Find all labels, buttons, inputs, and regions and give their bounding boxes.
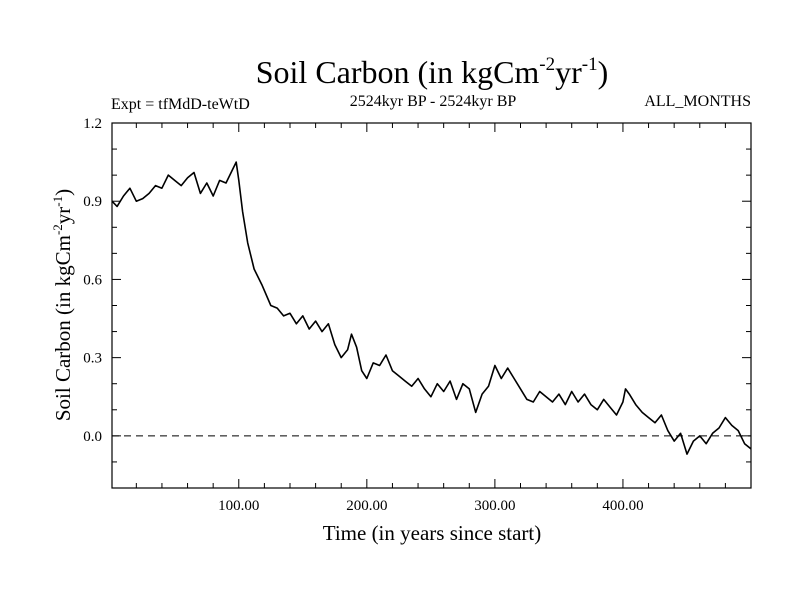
chart-title-end: ) (598, 54, 609, 90)
experiment-label: Expt = tfMdD-teWtD (111, 96, 250, 113)
chart-title-main: Soil Carbon (in kgCm (256, 54, 540, 90)
period-label: 2524kyr BP - 2524kyr BP (350, 93, 517, 110)
y-tick-label: 1.2 (83, 116, 102, 132)
y-axis-title-sup1: -2 (50, 224, 65, 235)
y-tick-labels: 0.0 0.3 0.6 0.9 1.2 (83, 116, 102, 445)
months-label: ALL_MONTHS (644, 93, 751, 110)
x-tick-label: 100.00 (218, 498, 259, 514)
x-tick-label: 200.00 (346, 498, 387, 514)
chart-title-sup2: -1 (582, 54, 598, 75)
series-line-soil-carbon (111, 161, 752, 455)
series-group (111, 161, 752, 455)
y-tick-label: 0.9 (83, 194, 102, 210)
y-axis-title-sup2: -1 (50, 196, 65, 207)
major-ticks (112, 122, 751, 488)
y-axis-title-mid: yr (51, 207, 75, 225)
y-tick-label: 0.6 (83, 272, 102, 288)
y-tick-label: 0.3 (83, 351, 102, 367)
x-tick-label: 300.00 (474, 498, 515, 514)
x-axis-title: Time (in years since start) (323, 521, 542, 545)
chart-title-sup1: -2 (539, 54, 555, 75)
y-axis-title: Soil Carbon (in kgCm-2yr-1) (50, 189, 75, 421)
chart-title: Soil Carbon (in kgCm-2yr-1) (256, 54, 609, 90)
chart-title-mid: yr (555, 54, 582, 90)
y-tick-label: 0.0 (83, 429, 102, 445)
y-axis-title-end: ) (51, 189, 75, 196)
y-axis-title-main: Soil Carbon (in kgCm (51, 235, 75, 421)
minor-ticks (112, 123, 751, 488)
x-tick-label: 400.00 (602, 498, 643, 514)
plot-area-frame (111, 122, 752, 489)
x-tick-labels: 100.00 200.00 300.00 400.00 (218, 498, 643, 514)
